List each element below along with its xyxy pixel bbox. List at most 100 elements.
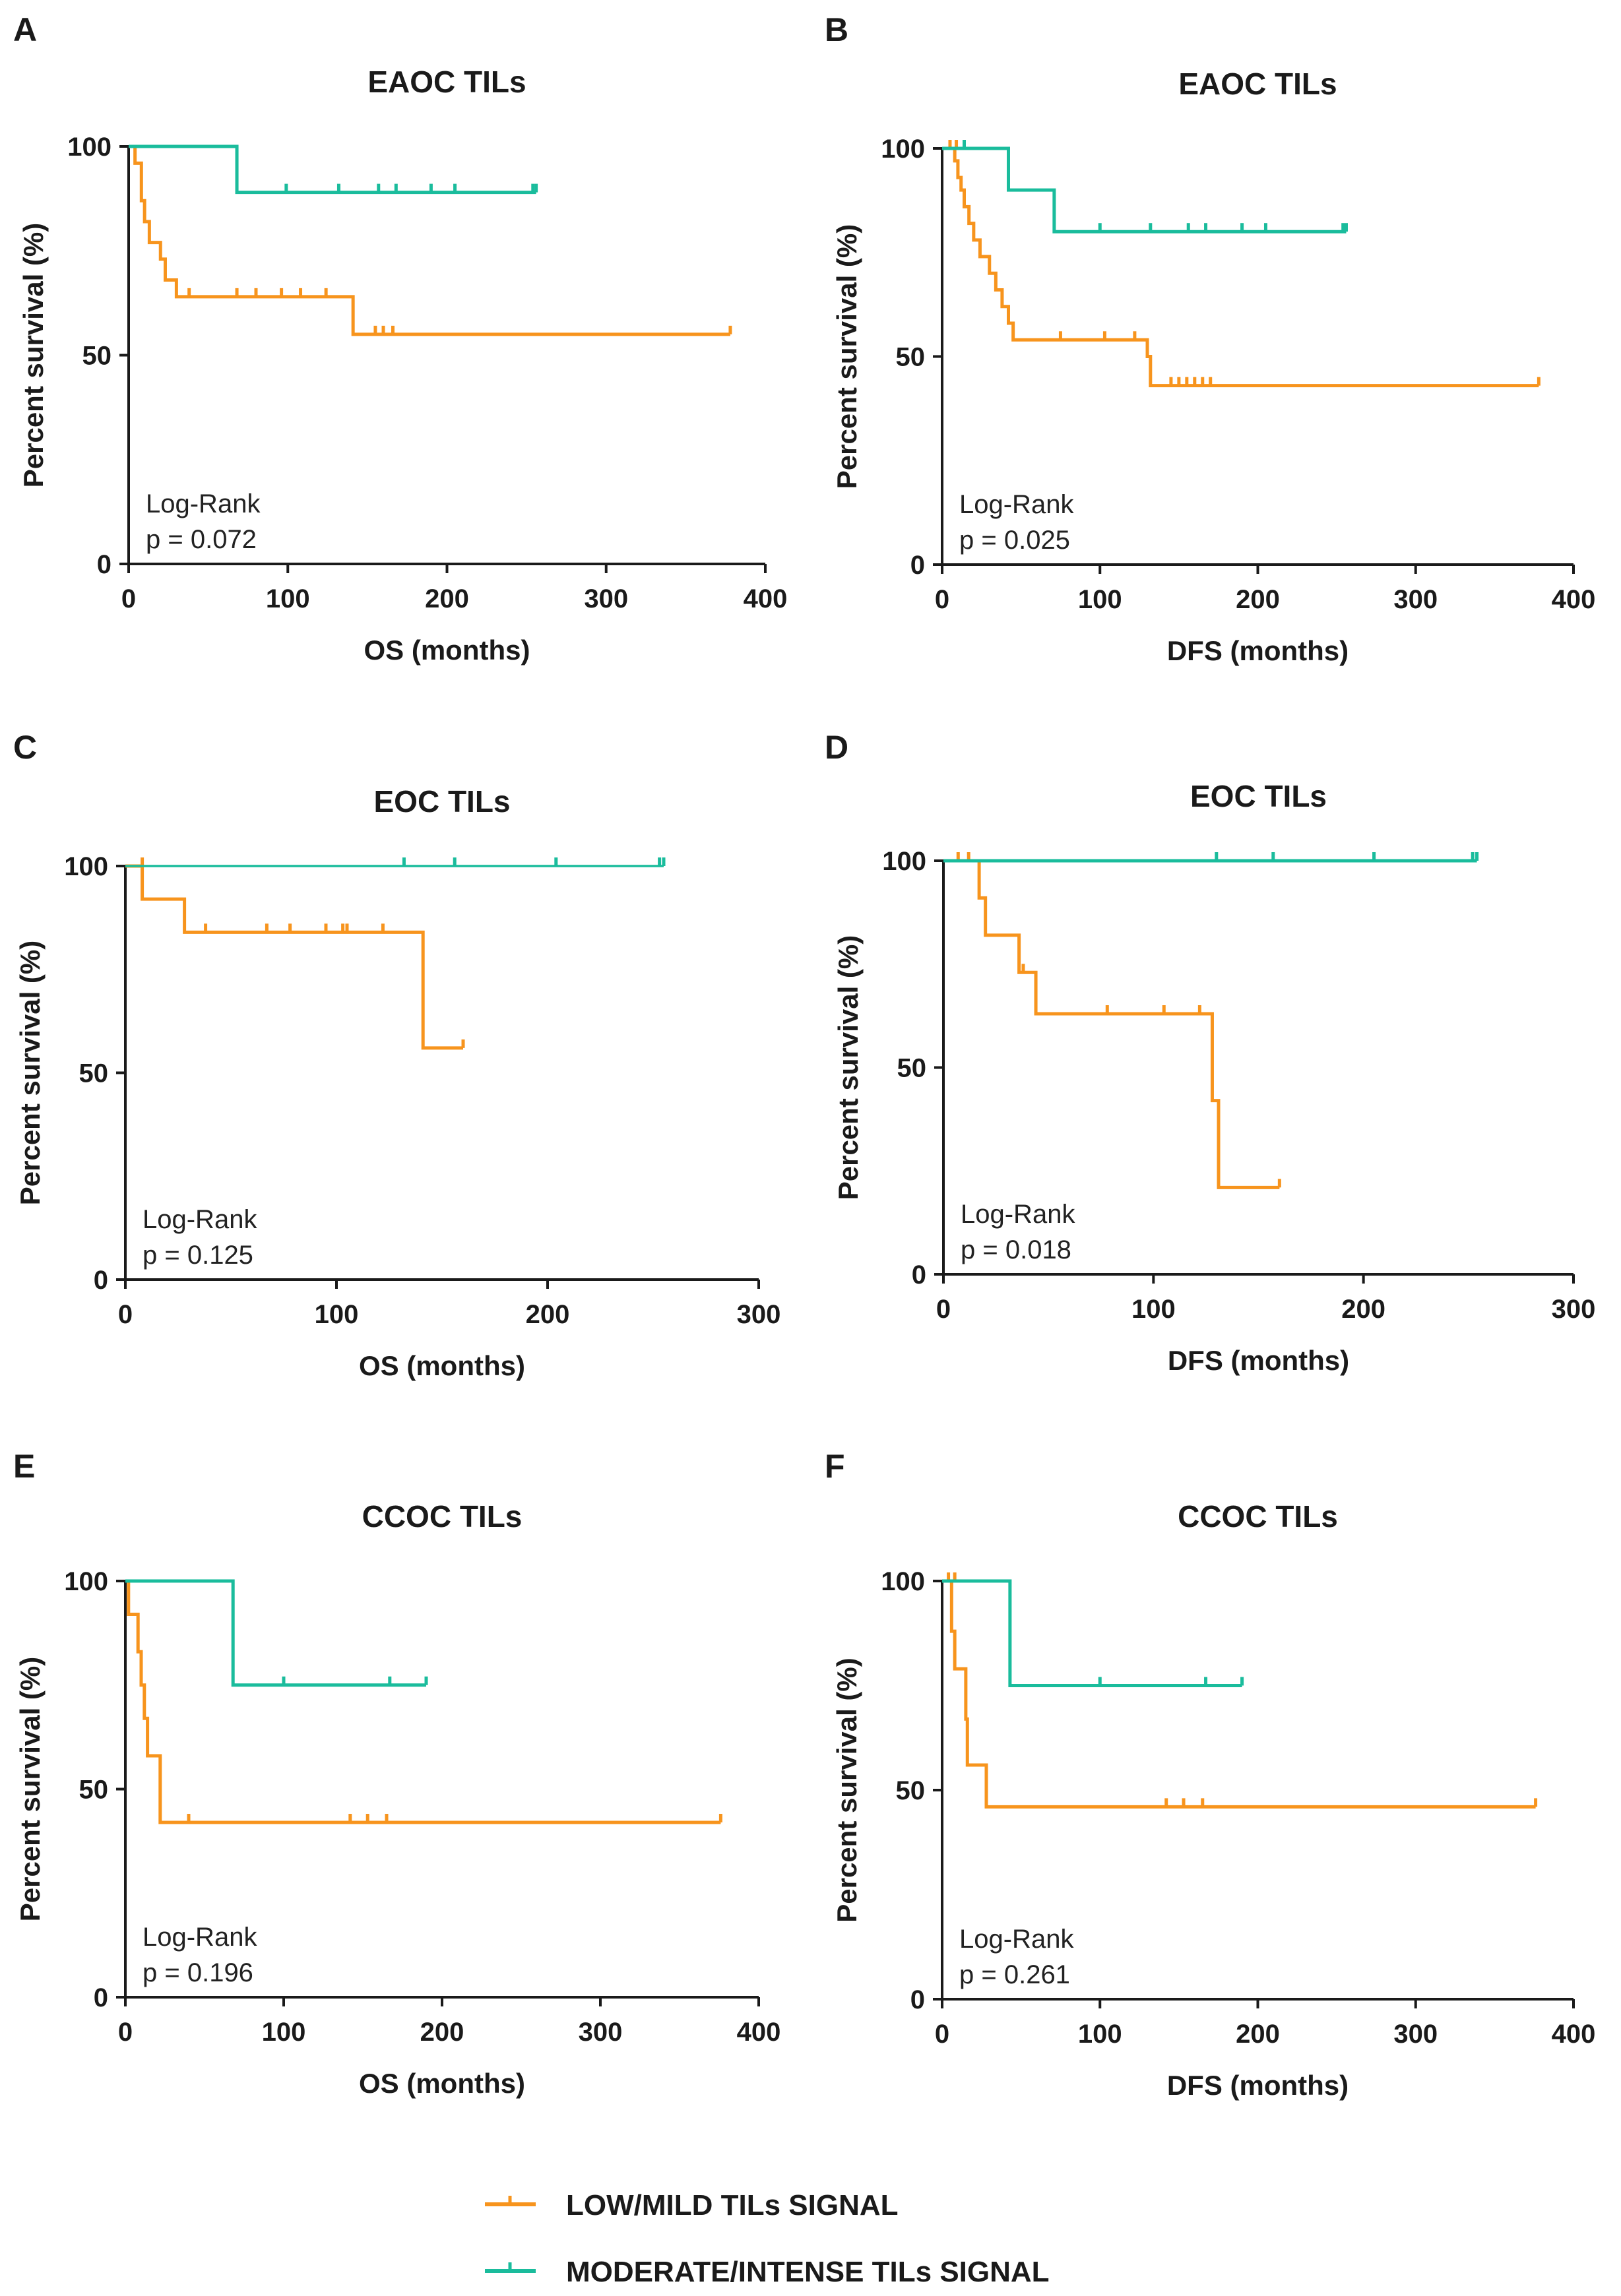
panel-e: E CCOC TILs 0 100 200 300 400 0 50 100 OS (months)… [13, 1448, 780, 2099]
survival-curve-low [942, 1579, 1536, 1809]
p-value-label: p = 0.261 [959, 1960, 1070, 1989]
x-tick-label: 0 [936, 1295, 951, 1324]
x-tick-label: 300 [1393, 585, 1438, 614]
y-axis-label: Percent survival (%) [18, 223, 49, 488]
panel-b: B EAOC TILs 0 100 200 300 400 0 50 100 DFS (months… [825, 11, 1595, 666]
y-tick-label: 100 [882, 847, 926, 876]
x-tick-label: 400 [1552, 2020, 1596, 2049]
panel-letter: C [13, 729, 37, 766]
y-tick-label: 50 [82, 342, 112, 371]
log-rank-label: Log-Rank [959, 490, 1074, 519]
legend-label-low: LOW/MILD TILs SIGNAL [566, 2189, 899, 2221]
x-tick-label: 400 [744, 584, 788, 613]
survival-curve-high [942, 146, 1347, 233]
x-tick-label: 300 [737, 1300, 781, 1329]
log-rank-label: Log-Rank [146, 489, 261, 518]
panel-a: A EAOC TILs 0 100 200 300 400 0 50 100 OS (months)… [13, 11, 787, 666]
x-tick-label: 300 [579, 2018, 623, 2047]
x-axis-label: OS (months) [359, 1350, 525, 1381]
p-value-label: p = 0.025 [959, 526, 1070, 555]
survival-curve-low [125, 1579, 721, 1824]
x-tick-label: 0 [935, 585, 949, 614]
x-tick-label: 0 [118, 2018, 133, 2047]
survival-curve-low [125, 864, 463, 1050]
y-tick-label: 100 [64, 1567, 108, 1596]
y-tick-label: 0 [94, 1266, 108, 1295]
y-tick-label: 100 [881, 135, 925, 164]
y-axis-label: Percent survival (%) [831, 224, 862, 489]
y-tick-label: 100 [67, 133, 111, 162]
panel-f: F CCOC TILs 0 100 200 300 400 0 50 100 DFS (months… [825, 1448, 1595, 2101]
panel-letter: A [13, 11, 37, 48]
survival-curve-high [125, 1579, 426, 1687]
x-axis-label: DFS (months) [1168, 1345, 1349, 1376]
legend-label-high: MODERATE/INTENSE TILs SIGNAL [566, 2256, 1050, 2288]
legend: LOW/MILD TILs SIGNAL MODERATE/INTENSE TIL… [485, 2189, 1050, 2288]
panel-letter: E [13, 1448, 35, 1485]
x-tick-label: 200 [1341, 1295, 1385, 1324]
survival-curve-low [943, 859, 1280, 1189]
x-tick-label: 100 [315, 1300, 359, 1329]
x-tick-label: 200 [425, 584, 469, 613]
y-tick-label: 100 [881, 1567, 925, 1596]
x-tick-label: 200 [526, 1300, 570, 1329]
p-value-label: p = 0.018 [961, 1235, 1071, 1264]
x-axis-label: OS (months) [364, 635, 530, 666]
x-tick-label: 200 [420, 2018, 464, 2047]
p-value-label: p = 0.072 [146, 525, 257, 554]
x-tick-label: 100 [266, 584, 310, 613]
panel-letter: B [825, 11, 848, 48]
y-axis-label: Percent survival (%) [15, 1657, 46, 1922]
panel-letter: F [825, 1448, 845, 1485]
p-value-label: p = 0.125 [143, 1241, 253, 1270]
panel-title: EAOC TILs [367, 65, 526, 99]
panel-letter: D [825, 729, 848, 766]
x-axis-label: OS (months) [359, 2068, 525, 2099]
p-value-label: p = 0.196 [143, 1958, 253, 1987]
y-axis-label: Percent survival (%) [831, 1658, 862, 1923]
y-tick-label: 50 [896, 1776, 926, 1805]
y-tick-label: 0 [910, 1985, 925, 2014]
y-tick-label: 0 [912, 1260, 926, 1289]
x-tick-label: 300 [1393, 2020, 1438, 2049]
y-tick-label: 0 [910, 551, 925, 580]
x-tick-label: 400 [1552, 585, 1596, 614]
y-tick-label: 0 [94, 1983, 108, 2012]
x-axis-label: DFS (months) [1167, 2070, 1349, 2101]
x-tick-label: 100 [1078, 585, 1122, 614]
y-tick-label: 0 [97, 550, 111, 579]
x-axis-label: DFS (months) [1167, 635, 1349, 666]
log-rank-label: Log-Rank [959, 1925, 1074, 1954]
y-tick-label: 50 [79, 1776, 109, 1805]
log-rank-label: Log-Rank [143, 1923, 257, 1952]
survival-curve-low [129, 144, 730, 336]
x-tick-label: 300 [584, 584, 628, 613]
x-tick-label: 200 [1236, 2020, 1280, 2049]
panel-title: EOC TILs [1190, 779, 1327, 813]
x-tick-label: 0 [935, 2020, 949, 2049]
x-tick-label: 300 [1552, 1295, 1596, 1324]
survival-curve-high [129, 144, 536, 195]
survival-curve-high [942, 1579, 1242, 1687]
survival-curve-low [942, 146, 1539, 388]
y-tick-label: 50 [897, 1054, 927, 1083]
y-axis-label: Percent survival (%) [833, 935, 864, 1200]
y-tick-label: 100 [64, 852, 108, 881]
panel-title: EOC TILs [373, 784, 510, 819]
panel-title: EAOC TILs [1178, 67, 1337, 101]
x-tick-label: 100 [1131, 1295, 1176, 1324]
x-tick-label: 100 [1078, 2020, 1122, 2049]
x-tick-label: 200 [1236, 585, 1280, 614]
x-tick-label: 0 [121, 584, 136, 613]
y-tick-label: 50 [896, 343, 926, 372]
x-tick-label: 0 [118, 1300, 133, 1329]
panel-title: CCOC TILs [1178, 1499, 1338, 1534]
y-axis-label: Percent survival (%) [15, 941, 46, 1206]
log-rank-label: Log-Rank [961, 1200, 1075, 1229]
x-tick-label: 400 [737, 2018, 781, 2047]
x-tick-label: 100 [262, 2018, 306, 2047]
panel-title: CCOC TILs [362, 1499, 523, 1534]
log-rank-label: Log-Rank [143, 1205, 257, 1234]
